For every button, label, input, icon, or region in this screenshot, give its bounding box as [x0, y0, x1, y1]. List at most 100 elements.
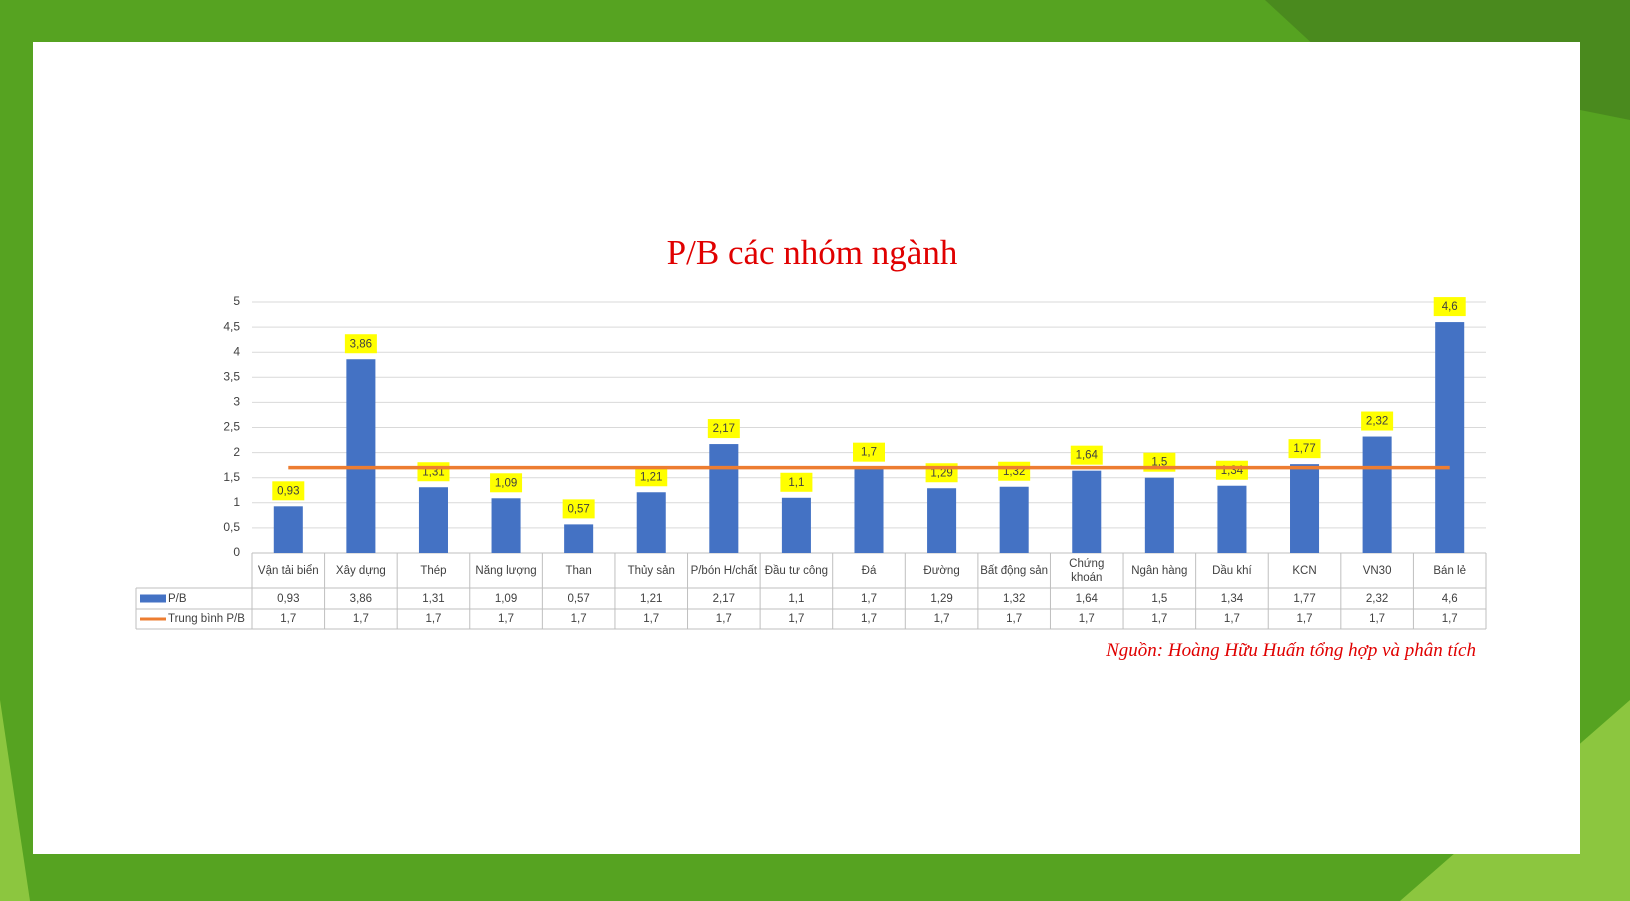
data-label: 1,77	[1293, 443, 1315, 455]
data-label: 1,21	[640, 471, 662, 483]
table-value: 1,7	[280, 613, 297, 625]
table-value: 1,7	[425, 613, 442, 625]
data-label: 1,7	[861, 447, 877, 459]
chart-title: P/B các nhóm ngành	[667, 233, 958, 272]
data-label-bg	[344, 334, 377, 354]
data-label: 1,09	[495, 477, 517, 489]
table-value: 1,34	[1220, 592, 1244, 605]
data-label: 4,6	[1442, 301, 1458, 313]
table-value: 1,5	[1151, 592, 1168, 605]
bar	[1144, 477, 1174, 553]
data-label: 3,86	[350, 338, 372, 350]
data-label-bg	[1433, 297, 1466, 317]
bar	[564, 524, 594, 553]
bar	[927, 488, 957, 553]
data-label: 0,93	[277, 485, 299, 497]
table-value: 1,09	[494, 592, 518, 605]
table-value: 1,21	[640, 592, 663, 605]
data-label: 2,17	[713, 423, 735, 435]
category-label: Bất động sản	[980, 565, 1049, 577]
table-value: 2,17	[712, 592, 735, 605]
data-label-bg	[1288, 439, 1321, 459]
legend-label: Trung bình P/B	[168, 613, 245, 625]
table-value: 1,29	[930, 592, 953, 605]
table-value: 1,7	[570, 613, 587, 625]
table-value: 1,7	[352, 613, 369, 625]
category-label: Đá	[861, 565, 877, 577]
table-value: 1,64	[1075, 592, 1098, 605]
y-tick-label: 0	[233, 545, 240, 559]
category-label: Than	[565, 565, 592, 577]
category-label: VN30	[1362, 565, 1392, 577]
data-label: 1,5	[1151, 457, 1167, 469]
decor	[0, 700, 30, 901]
category-label: Chứng khoán	[1069, 558, 1105, 584]
y-tick-label: 4,5	[223, 319, 240, 333]
table-value: 1,7	[1151, 613, 1168, 625]
table-value: 1,77	[1293, 592, 1316, 605]
data-label-bg	[490, 473, 523, 493]
data-label-bg	[853, 442, 885, 462]
category-label: Đầu tư công	[764, 565, 829, 577]
table-value: 0,57	[567, 592, 590, 605]
data-label-bg	[562, 499, 595, 519]
table-value: 1,7	[1369, 613, 1386, 625]
y-tick-label: 3,5	[223, 369, 240, 383]
bar	[1362, 436, 1392, 553]
table-value: 1,7	[498, 613, 515, 625]
table-value: 1,7	[860, 592, 877, 605]
table-value: 1,7	[1006, 613, 1023, 625]
table-value: 1,32	[1002, 592, 1026, 605]
bar	[491, 498, 521, 553]
category-label: Năng lượng	[475, 565, 537, 577]
category-label: KCN	[1292, 565, 1317, 577]
table-value: 1,7	[643, 613, 660, 625]
table-value: 1,7	[788, 613, 805, 625]
y-tick-label: 4	[233, 344, 240, 358]
table-value: 3,86	[349, 592, 373, 605]
bar	[1072, 470, 1102, 553]
table-value: 2,32	[1365, 592, 1389, 605]
legend-key	[140, 594, 166, 603]
y-tick-label: 2	[233, 445, 240, 459]
bar	[273, 506, 303, 553]
data-label: 1,1	[788, 477, 804, 489]
table-value: 4,6	[1441, 592, 1458, 605]
y-tick-label: 1	[233, 495, 240, 509]
category-label: Ngân hàng	[1131, 565, 1188, 577]
data-label-bg	[1215, 460, 1248, 480]
data-label-bg	[1361, 411, 1394, 431]
table-value: 1,1	[788, 592, 805, 605]
y-tick-label: 3	[233, 395, 240, 409]
table-value: 0,93	[277, 592, 300, 605]
category-label: P/bón H/chất	[690, 565, 758, 577]
data-label: 0,57	[567, 503, 589, 515]
category-label: Thủy sản	[627, 565, 675, 577]
data-label: 2,32	[1366, 416, 1388, 428]
data-label: 1,29	[930, 467, 952, 479]
table-value: 1,31	[422, 592, 445, 605]
y-tick-label: 2,5	[223, 420, 240, 434]
category-label: Thép	[420, 565, 447, 577]
table-value: 1,7	[860, 613, 877, 625]
category-label: Xây dựng	[335, 565, 386, 577]
bar	[1435, 322, 1465, 553]
bar	[1217, 485, 1247, 553]
table-value: 1,7	[933, 613, 950, 625]
bar	[709, 444, 739, 553]
y-tick-label: 0,5	[223, 520, 240, 534]
bar	[636, 492, 666, 553]
panel	[33, 42, 1580, 854]
table-value: 1,7	[1078, 613, 1095, 625]
category-label: Vận tải biển	[257, 565, 319, 577]
data-label-bg	[272, 481, 305, 501]
bar	[999, 486, 1029, 553]
bar	[854, 467, 884, 553]
bar	[418, 487, 448, 553]
table-value: 1,7	[715, 613, 732, 625]
data-label-bg	[707, 419, 740, 439]
data-label-bg	[635, 467, 668, 487]
category-label: Đường	[923, 565, 960, 577]
